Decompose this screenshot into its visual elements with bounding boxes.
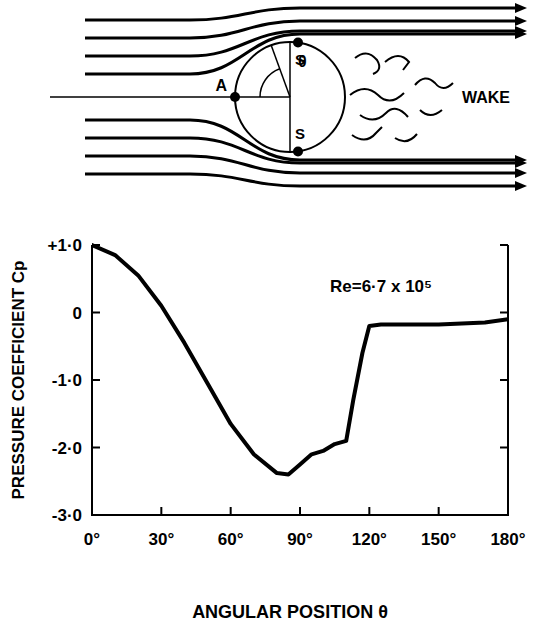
y-axis-title: PRESSURE COEFFICIENT Cp xyxy=(9,261,28,500)
x-tick-label: 120° xyxy=(352,530,387,549)
y-tick xyxy=(500,514,508,516)
x-tick xyxy=(368,507,370,515)
wake-eddy xyxy=(355,53,379,74)
centreline xyxy=(50,96,290,98)
y-tick xyxy=(92,447,100,449)
point-label: A xyxy=(215,77,227,94)
wake-label: WAKE xyxy=(462,89,510,106)
x-tick xyxy=(160,507,162,515)
y-tick xyxy=(500,312,508,314)
x-tick-label: 0° xyxy=(84,530,100,549)
y-tick xyxy=(92,514,100,516)
wake-eddy xyxy=(360,109,408,120)
separation-label: S xyxy=(295,125,305,142)
x-axis-title: ANGULAR POSITION θ xyxy=(192,602,388,622)
wake-eddy xyxy=(350,89,404,101)
streamline xyxy=(85,174,515,186)
cp-curve xyxy=(92,245,508,475)
y-tick xyxy=(92,312,100,314)
streamline-arrow xyxy=(515,16,527,26)
separation-point xyxy=(293,146,303,156)
streamline-arrow xyxy=(515,168,527,178)
streamline xyxy=(85,34,515,74)
streamline xyxy=(85,120,515,160)
y-tick xyxy=(500,379,508,381)
y-tick-label: +1·0 xyxy=(48,236,83,255)
y-tick-label: 0 xyxy=(73,304,82,323)
streamline xyxy=(85,8,515,20)
x-tick-label: 60° xyxy=(218,530,244,549)
x-tick-label: 90° xyxy=(287,530,313,549)
x-tick xyxy=(230,507,232,515)
wake-eddy xyxy=(415,78,453,88)
separation-point xyxy=(293,38,303,48)
x-tick xyxy=(438,507,440,515)
y-tick xyxy=(500,447,508,449)
y-tick xyxy=(500,244,508,246)
wake-eddy xyxy=(352,127,382,140)
streamline-arrow xyxy=(515,155,527,165)
y-tick xyxy=(92,379,100,381)
x-tick xyxy=(91,507,93,515)
stagnation-point xyxy=(230,92,240,102)
y-tick-label: -1·0 xyxy=(52,371,82,390)
x-tick-label: 180° xyxy=(490,530,525,549)
figure: θASSWAKE+1·00-1·0-2·0-3·00°30°60°90°120°… xyxy=(0,0,534,641)
streamline-arrow xyxy=(515,29,527,39)
streamline-arrow xyxy=(515,3,527,13)
cylinder xyxy=(235,42,345,152)
x-tick-label: 30° xyxy=(148,530,174,549)
chart: +1·0 0 -1·0 -2·0 -3·00° 30° 60° 90° 120° 150° 180°… xyxy=(9,236,526,622)
wake-eddy xyxy=(420,110,442,115)
y-tick-label: -2·0 xyxy=(52,439,82,458)
x-tick xyxy=(507,507,509,515)
wake-eddy xyxy=(385,56,409,70)
axis-frame xyxy=(92,245,508,515)
x-tick-label: 150° xyxy=(421,530,456,549)
x-tick xyxy=(299,507,301,515)
flow-diagram: θASSWAKE xyxy=(50,3,527,191)
reynolds-annotation: Re=6·7 x 10⁵ xyxy=(330,277,432,296)
y-tick-label: -3·0 xyxy=(52,506,82,525)
plot-area xyxy=(92,245,508,475)
wake-eddy xyxy=(395,134,417,141)
streamline-arrow xyxy=(515,181,527,191)
separation-label: S xyxy=(295,51,305,68)
angle-arc xyxy=(260,69,280,97)
